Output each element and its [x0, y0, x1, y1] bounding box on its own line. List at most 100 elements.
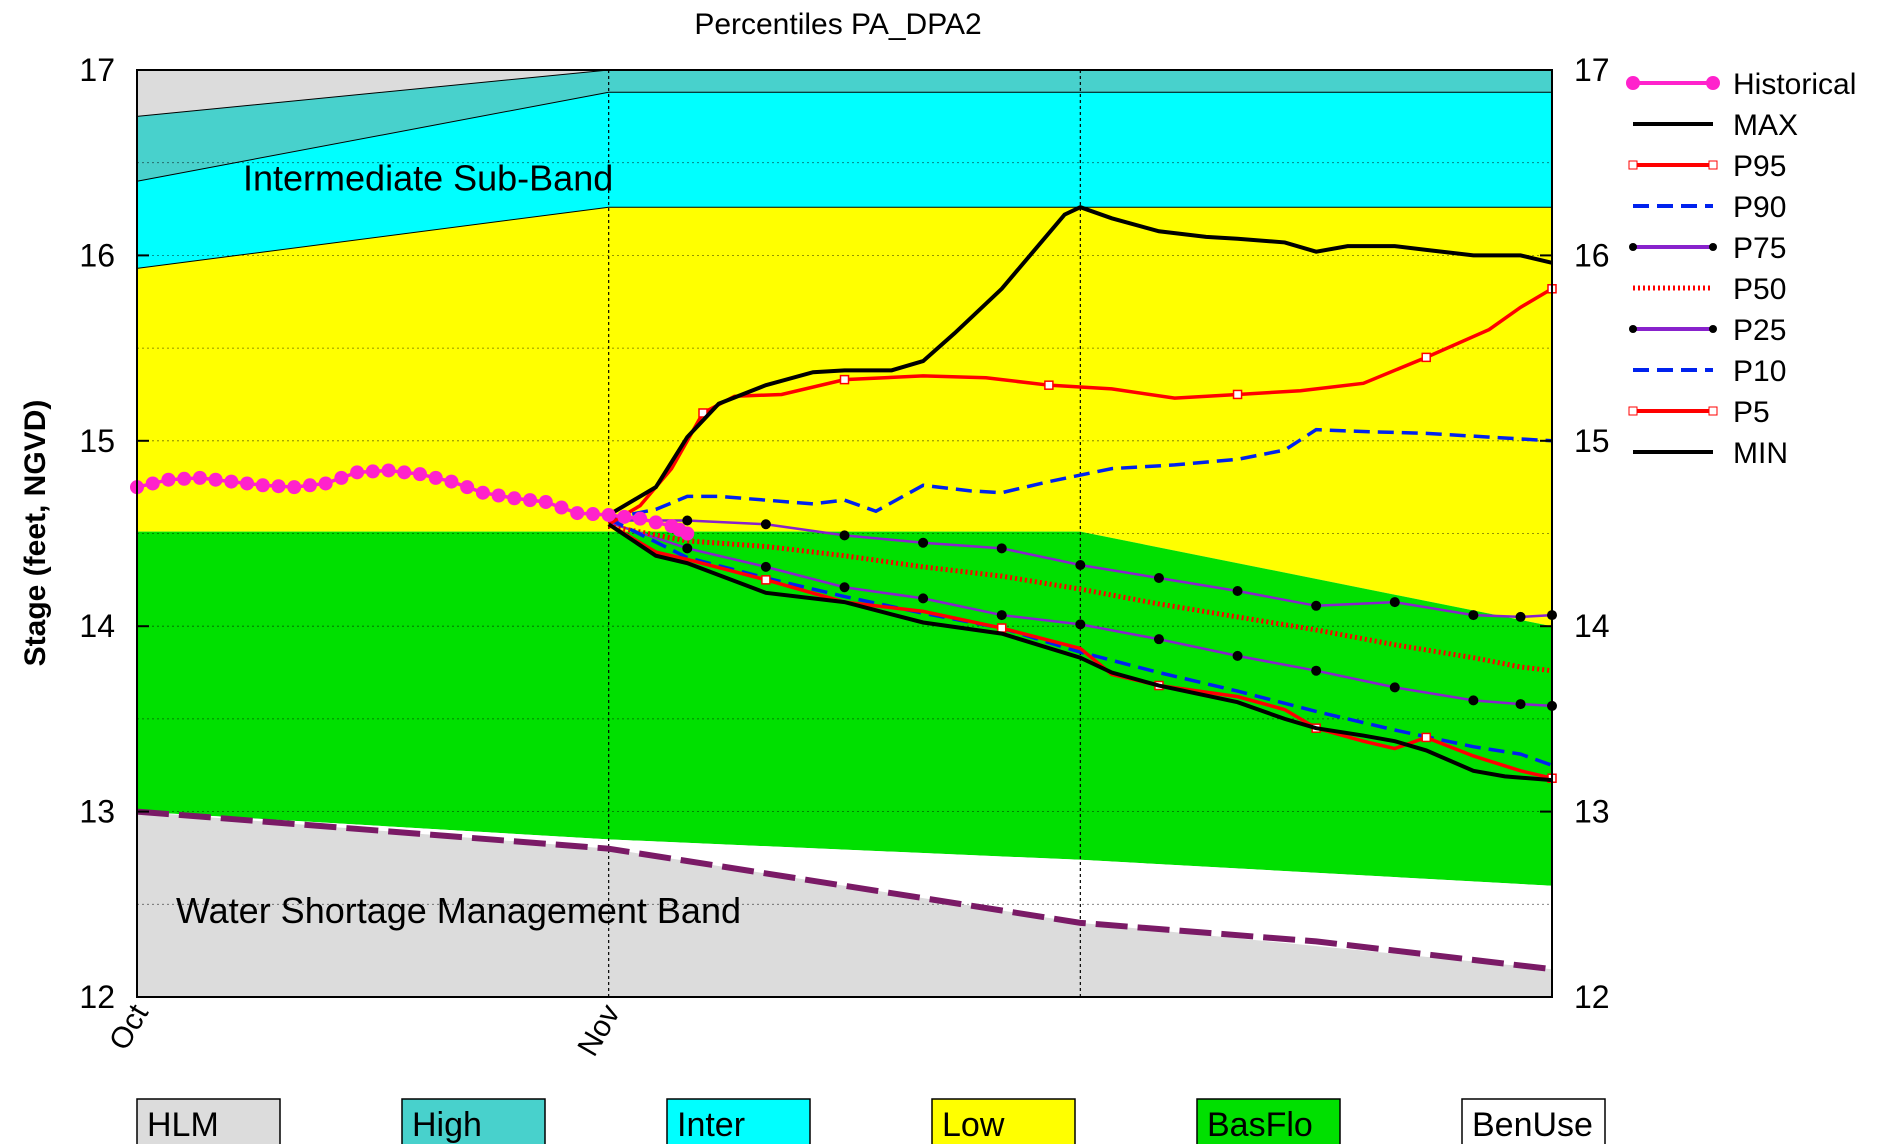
data-point: [507, 491, 522, 506]
band-inter: [137, 92, 1552, 269]
data-point: [554, 500, 569, 515]
band-legend-low: Low: [931, 1098, 1076, 1144]
band-legend-benuse: BenUse: [1461, 1098, 1606, 1144]
band-legend: HLM High Inter Low BasFlo BenUse: [136, 1098, 1606, 1144]
y-tick-label: 13: [79, 794, 115, 830]
legend-label: P5: [1733, 396, 1770, 429]
series-line: [607, 517, 1553, 767]
legend-label: P25: [1733, 314, 1786, 347]
series-p75: [608, 515, 1557, 622]
band-legend-hlm: HLM: [136, 1098, 281, 1144]
y-tick-label: 15: [1574, 423, 1610, 459]
legend-marker: [1629, 243, 1637, 251]
data-point: [413, 467, 427, 482]
data-point: [475, 485, 490, 500]
band-high: [137, 70, 1552, 182]
data-point: [996, 623, 1007, 633]
data-point: [1421, 352, 1431, 363]
y-tick-label: 14: [79, 608, 115, 644]
y-tick-label: 12: [79, 979, 115, 1015]
data-point: [698, 408, 708, 418]
data-point: [334, 470, 349, 485]
y-axis-left: 12 13 14 15 16 17: [79, 52, 149, 1015]
data-point: [633, 511, 648, 526]
data-point: [318, 476, 333, 491]
band-legend-swatch: [1196, 1098, 1341, 1144]
band-legend-high: High: [401, 1098, 546, 1144]
data-point: [1468, 610, 1479, 621]
legend-entry: P10: [1633, 355, 1786, 388]
legend-marker: [1708, 160, 1718, 170]
series-max: [607, 205, 1553, 517]
series-min: [607, 522, 1553, 783]
band-boundary: [136, 206, 1552, 269]
series-p90: [608, 427, 1553, 521]
legend-label: P95: [1733, 150, 1786, 183]
data-point: [570, 506, 585, 521]
legend-marker: [1706, 76, 1720, 90]
data-point: [1311, 600, 1322, 611]
legend-entry: P95: [1628, 150, 1786, 183]
y-tick-label: 14: [1574, 608, 1610, 644]
data-point: [617, 509, 632, 524]
legend-marker: [1709, 243, 1717, 251]
data-point: [161, 472, 176, 487]
legend-label: P10: [1733, 355, 1786, 388]
y-tick-label: 15: [79, 423, 115, 459]
data-point: [302, 478, 317, 493]
band-legend-swatch: [136, 1098, 281, 1144]
legend-label: P90: [1733, 191, 1786, 224]
band-legend-swatch: [931, 1098, 1076, 1144]
band-layer: [136, 69, 1552, 997]
band-legend-label: High: [412, 1106, 482, 1144]
data-point: [397, 465, 412, 480]
band-legend-swatch: [1461, 1098, 1606, 1144]
data-point: [760, 519, 771, 530]
data-point: [839, 374, 850, 385]
data-point: [255, 478, 270, 493]
data-point: [1389, 682, 1400, 693]
legend-marker: [1628, 406, 1638, 416]
y-tick-label: 17: [79, 52, 115, 88]
data-point: [491, 488, 506, 503]
series-p50: [608, 523, 1553, 674]
y-tick-label: 17: [1574, 52, 1610, 88]
data-point: [1232, 650, 1243, 661]
band-water-shortage: [137, 811, 1552, 997]
series-p10: [607, 517, 1553, 767]
series-historical: [130, 463, 695, 541]
band-legend-label: Inter: [677, 1106, 745, 1144]
legend-entry: MAX: [1633, 109, 1798, 142]
band-legend-inter: Inter: [666, 1098, 811, 1144]
data-point: [648, 515, 663, 530]
band-label-wsm: Water Shortage Management Band: [176, 890, 741, 931]
data-point: [672, 522, 687, 537]
legend-label: Historical: [1733, 68, 1856, 101]
data-point: [996, 610, 1007, 621]
data-point: [1044, 380, 1054, 390]
data-point: [381, 463, 396, 478]
data-point: [839, 530, 850, 541]
band-legend-swatch: [666, 1098, 811, 1144]
data-point: [1232, 585, 1243, 596]
legend-marker: [1626, 76, 1640, 90]
legend-marker: [1629, 325, 1637, 333]
data-point: [1232, 389, 1243, 400]
data-point: [585, 507, 600, 522]
series-p25: [608, 521, 1557, 711]
data-point: [839, 582, 850, 593]
data-point: [1389, 597, 1400, 608]
data-point: [1311, 665, 1322, 676]
legend-label: P50: [1733, 273, 1786, 306]
data-point: [996, 543, 1007, 554]
data-point: [538, 494, 553, 509]
data-point: [523, 493, 538, 508]
y-axis-label: Stage (feet, NGVD): [19, 400, 52, 667]
band-legend-label: BasFlo: [1207, 1106, 1313, 1144]
y-tick-label: 16: [79, 237, 115, 273]
legend-entry: P50: [1633, 273, 1786, 306]
data-point: [350, 465, 365, 480]
data-point: [761, 575, 771, 585]
y-tick-label: 16: [1574, 237, 1610, 273]
